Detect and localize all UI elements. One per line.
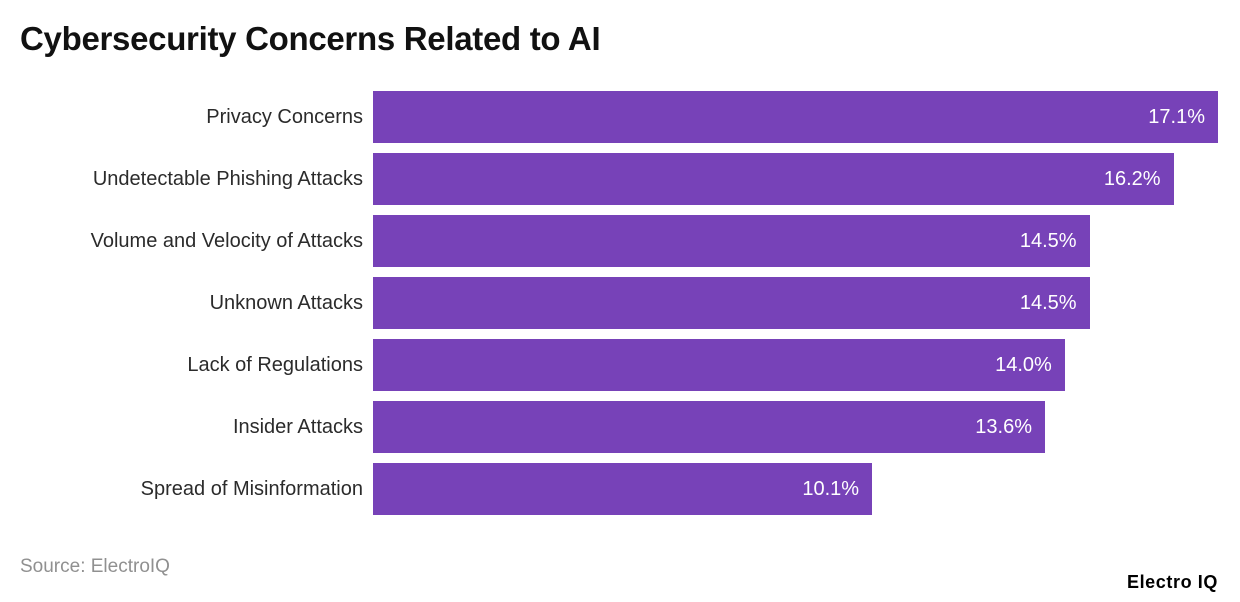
chart-row: Lack of Regulations 14.0%: [0, 334, 1240, 396]
bar-category-label: Lack of Regulations: [187, 353, 363, 376]
bar: 14.0%: [373, 339, 1065, 391]
bar-category-label: Spread of Misinformation: [140, 477, 363, 500]
chart-row: Spread of Misinformation 10.1%: [0, 458, 1240, 520]
bar: 14.5%: [373, 277, 1090, 329]
chart-rows: Privacy Concerns 17.1% Undetectable Phis…: [0, 86, 1240, 520]
bar-value-label: 14.0%: [995, 353, 1052, 376]
bar-area: 14.0%: [373, 339, 1218, 391]
bar-category-label: Undetectable Phishing Attacks: [92, 167, 363, 190]
bar-area: 14.5%: [373, 277, 1218, 329]
bar-category-label: Unknown Attacks: [209, 291, 363, 314]
chart-row: Volume and Velocity of Attacks 14.5%: [0, 210, 1240, 272]
chart-row: Insider Attacks 13.6%: [0, 396, 1240, 458]
chart-row: Privacy Concerns 17.1%: [0, 86, 1240, 148]
chart-row: Undetectable Phishing Attacks 16.2%: [0, 148, 1240, 210]
bar-category-label: Volume and Velocity of Attacks: [90, 229, 363, 252]
bar-value-label: 16.2%: [1103, 167, 1161, 190]
bar-value-label: 14.5%: [1019, 291, 1077, 314]
chart-row: Unknown Attacks 14.5%: [0, 272, 1240, 334]
bar-value-label: 10.1%: [802, 477, 860, 500]
bar-area: 17.1%: [373, 91, 1218, 143]
bar-area: 14.5%: [373, 215, 1218, 267]
bar: 13.6%: [373, 401, 1046, 453]
bar-area: 16.2%: [373, 153, 1218, 205]
bar: 17.1%: [373, 91, 1218, 143]
bar-value-label: 17.1%: [1148, 105, 1205, 128]
bar-area: 10.1%: [373, 463, 1218, 515]
chart-title: Cybersecurity Concerns Related to AI: [20, 20, 601, 57]
bar-category-label: Privacy Concerns: [206, 105, 363, 128]
bar: 14.5%: [373, 215, 1090, 267]
bar-value-label: 13.6%: [975, 415, 1033, 438]
bar-area: 13.6%: [373, 401, 1218, 453]
bar-value-label: 14.5%: [1019, 229, 1077, 252]
brand-logo: Electro IQ: [1126, 572, 1218, 592]
bar-category-label: Insider Attacks: [232, 415, 363, 438]
bar: 16.2%: [373, 153, 1174, 205]
bar: 10.1%: [373, 463, 873, 515]
source-note: Source: ElectroIQ: [20, 556, 170, 577]
